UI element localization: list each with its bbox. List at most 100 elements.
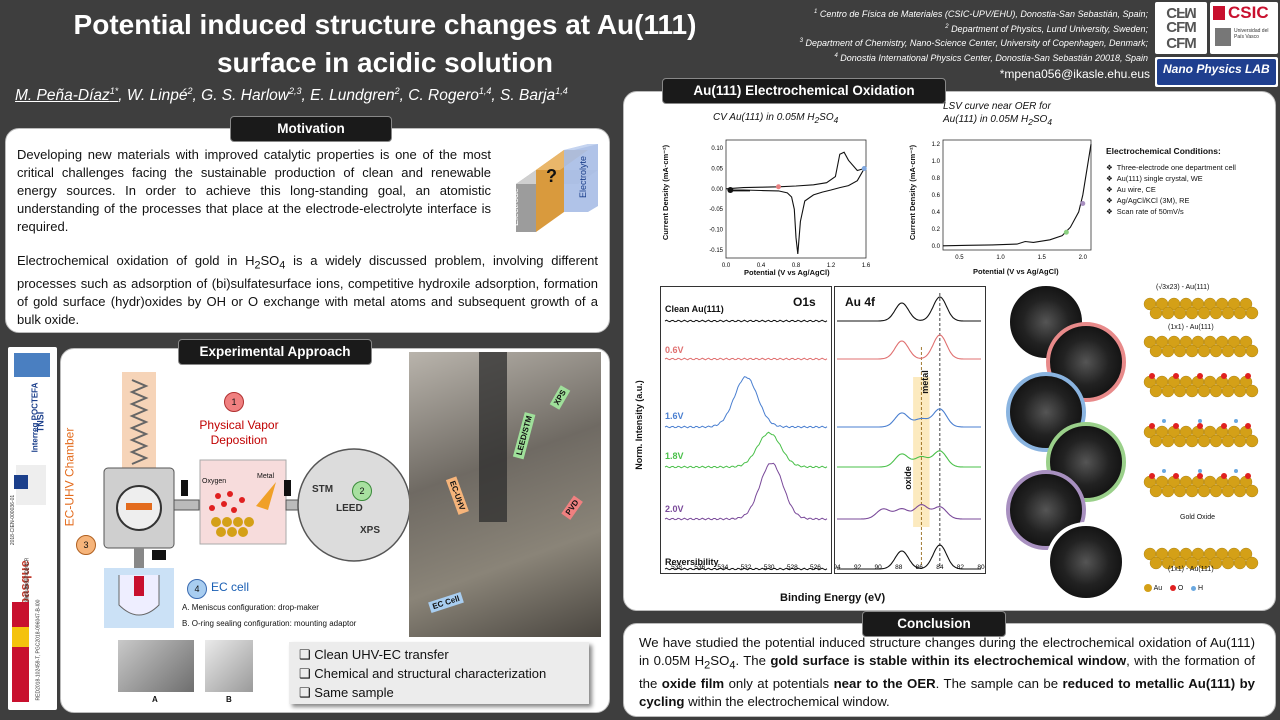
au-atom	[1173, 306, 1187, 320]
cv-xtick: 1.6	[862, 263, 871, 269]
o1s-xtick: 530	[764, 564, 775, 571]
au-atom	[1221, 344, 1235, 358]
chamber-schematic: EC-UHV Chamber 1 Physical Vapor Depositi…	[62, 360, 411, 640]
model-label-1x1-final: (1x1) - Au(111)	[1168, 566, 1214, 573]
au4f-spectrum	[837, 504, 981, 520]
o-atom	[1197, 373, 1203, 379]
cv-xtick: 1.2	[827, 263, 836, 269]
poster-title: Potential induced structure changes at A…	[20, 6, 750, 82]
au-atom	[1221, 484, 1235, 498]
motivation-paragraph-2: Electrochemical oxidation of gold in H2S…	[17, 253, 599, 327]
au-atom	[1161, 306, 1175, 320]
model-label-1x1: (1x1) - Au(111)	[1168, 324, 1214, 331]
cv-title: CV Au(111) in 0.05M H2SO4	[713, 112, 839, 125]
xps-au4f-panel: 94 92 90 88 86 84 82 80 Au 4f metal oxide	[833, 286, 986, 574]
o-atom	[1197, 423, 1203, 429]
h-atom	[1162, 469, 1166, 473]
au-atom	[1245, 484, 1259, 498]
au-atom	[1233, 434, 1247, 448]
cv-ytick: -0.05	[709, 207, 723, 213]
o-atom	[1245, 473, 1251, 479]
o1s-title: O1s	[793, 295, 816, 309]
au4f-xtick: 88	[895, 564, 903, 571]
affiliations: 1 Centro de Física de Materiales (CSIC-U…	[799, 9, 1149, 63]
o-atom	[1173, 473, 1179, 479]
condition-item: ❖ Au wire, CE	[1106, 185, 1156, 194]
o1s-xtick: 526	[810, 564, 821, 571]
au-atom	[1185, 344, 1199, 358]
au-atom	[1245, 434, 1259, 448]
cv-start-point	[727, 187, 734, 194]
lsv-ytick: 0.6	[932, 193, 941, 199]
au-atom	[1173, 434, 1187, 448]
csic-logo: CSIC Universidad del País Vasco	[1210, 2, 1278, 54]
motivation-panel	[5, 128, 610, 333]
cv-ytick: 0.05	[711, 166, 723, 172]
o1s-xtick: 532	[741, 564, 752, 571]
leed-pattern-reversibility	[1046, 522, 1126, 602]
config-a-label: A. Meniscus configuration: drop-maker	[182, 603, 319, 612]
motivation-header: Motivation	[230, 116, 392, 142]
o1s-spectrum	[664, 357, 828, 361]
au-atom	[1221, 384, 1235, 398]
spec-label-reversibility: Reversibility	[665, 557, 719, 567]
leed-label: LEED	[336, 503, 363, 514]
lsv-xtick: 1.5	[1037, 255, 1046, 261]
au-atom	[1197, 344, 1211, 358]
chamber-label: EC-UHV Chamber	[62, 427, 77, 527]
au-atom	[1245, 306, 1259, 320]
contact-email[interactable]: *mpena056@ikasle.ehu.eus	[999, 67, 1150, 81]
electrochemical-conditions: Electrochemical Conditions: ❖ Three-elec…	[1106, 146, 1271, 217]
au-atom	[1233, 306, 1247, 320]
model-legend: Au O H	[1144, 584, 1203, 592]
cv-ytick: -0.15	[709, 248, 723, 254]
o1s-xtick: 538	[671, 564, 682, 571]
step-3-badge: 3	[76, 535, 96, 555]
lsv-xlabel: Potential (V vs Ag/AgCl)	[973, 267, 1059, 276]
photo-a-label: A	[152, 695, 158, 704]
au-atom	[1161, 434, 1175, 448]
au-atom	[1197, 306, 1211, 320]
conclusion-header: Conclusion	[862, 611, 1006, 637]
step-2-badge: 2	[352, 481, 372, 501]
au-atom	[1185, 306, 1199, 320]
lsv-point-2.0v	[1080, 200, 1086, 206]
oxygen-label: Oxygen	[202, 478, 227, 485]
au4f-spectrum	[837, 544, 981, 570]
au4f-xtick: 82	[957, 564, 965, 571]
experimental-header: Experimental Approach	[178, 339, 372, 365]
o1s-xtick: 536	[694, 564, 705, 571]
metal-line-label: metal	[919, 370, 930, 394]
au-atom	[1239, 297, 1253, 311]
au-atom	[1173, 384, 1187, 398]
lsv-ytick: 0.2	[932, 227, 941, 233]
lsv-ytick: 0.4	[932, 210, 941, 216]
o-atom	[1245, 373, 1251, 379]
model-label-reconstructed: (√3x23) - Au(111)	[1156, 284, 1210, 291]
au-atom	[1185, 434, 1199, 448]
funding-logos: Interreg POCTEFA TNSI 2018-CIEN-000036-0…	[8, 347, 57, 710]
lsv-curve	[942, 144, 1092, 247]
o-atom	[1221, 373, 1227, 379]
photo-b-label: B	[226, 695, 232, 704]
au4f-xtick: 80	[977, 564, 985, 571]
xps-label: XPS	[360, 525, 381, 536]
lab-setup-photo: XPS LEED/STM EC-UHV PVD EC Cell	[409, 352, 601, 637]
affiliation-3: Department of Chemistry, Nano-Science Ce…	[805, 38, 1149, 48]
o-atom	[1197, 473, 1203, 479]
xps-xlabel: Binding Energy (eV)	[780, 592, 886, 604]
spec-label-clean: Clean Au(111)	[665, 304, 724, 314]
lsv-title: LSV curve near OER for Au(111) in 0.05M …	[943, 101, 1052, 127]
affiliation-1: Centro de Física de Materiales (CSIC-UPV…	[819, 9, 1148, 19]
o1s-spectrum	[664, 431, 828, 469]
spec-label-1.6v: 1.6V	[665, 411, 684, 421]
au4f-xtick: 86	[916, 564, 924, 571]
spec-label-0.6v: 0.6V	[665, 345, 684, 355]
leed-patterns	[998, 282, 1138, 602]
o-atom	[1245, 423, 1251, 429]
o-atom	[1149, 423, 1155, 429]
leed-pattern-0.6v	[1046, 322, 1126, 402]
conditions-title: Electrochemical Conditions:	[1106, 146, 1221, 156]
metal-label: Metal	[257, 473, 275, 480]
au-atom	[1149, 384, 1163, 398]
